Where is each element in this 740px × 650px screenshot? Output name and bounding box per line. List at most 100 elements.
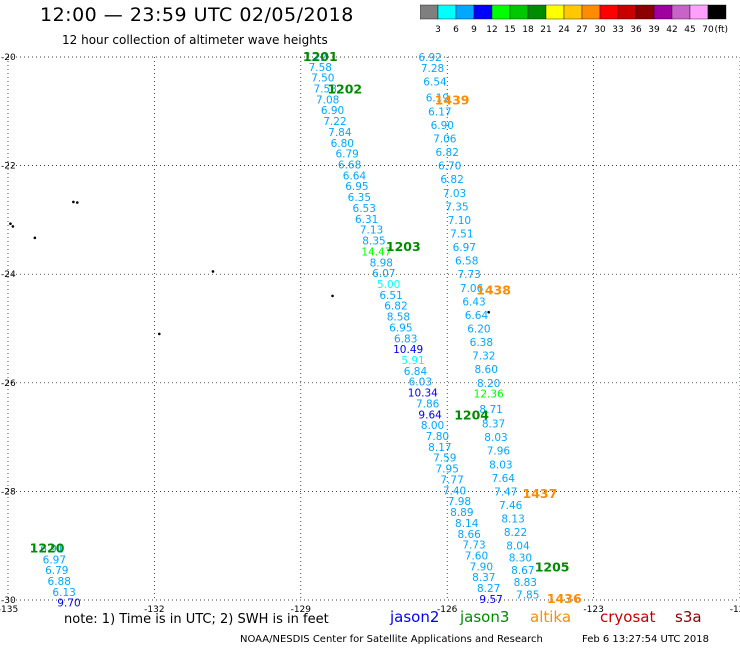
- swh-reading-altika: 7.85: [516, 590, 539, 602]
- swh-reading-jason3: 7.60: [465, 550, 488, 562]
- swh-reading-jason3: 6.83: [394, 333, 417, 345]
- legend-tick-label: 42: [666, 25, 677, 35]
- swh-reading-altika: 6.70: [438, 161, 461, 173]
- swh-reading-altika: 6.82: [436, 147, 459, 159]
- swh-reading-jason3: 7.13: [360, 225, 383, 237]
- swh-reading-altika: 7.10: [448, 215, 471, 227]
- swh-reading-jason3: 5.91: [401, 355, 424, 367]
- island-marker: [75, 201, 79, 204]
- legend-tick-label: 3: [435, 25, 441, 35]
- swh-reading-jason3: 7.59: [433, 453, 456, 465]
- swh-reading-altika: 8.83: [514, 577, 537, 589]
- swh-reading-altika: 7.32: [472, 351, 495, 363]
- legend-tick-label: 9: [471, 25, 477, 35]
- island-marker: [211, 270, 215, 273]
- pass-time-label: 1204: [454, 407, 489, 422]
- swh-reading-jason3: 7.73: [462, 540, 485, 552]
- swh-reading-jason3: 8.27: [477, 583, 500, 595]
- swh-reading-jason3: 8.98: [370, 257, 393, 269]
- swh-reading-altika: 8.60: [475, 364, 498, 376]
- longitude-tick-label: -120: [730, 605, 740, 612]
- swh-reading-altika: 7.06: [433, 133, 457, 145]
- swh-reading-cryosat: 6.88: [48, 576, 71, 588]
- swh-reading-altika: 8.67: [511, 565, 534, 577]
- swh-reading-jason3: 6.07: [372, 268, 395, 280]
- swh-reading-jason3: 6.84: [404, 366, 428, 378]
- swh-reading-jason3: 7.90: [470, 561, 493, 573]
- legend-tick-label: 12: [486, 25, 497, 35]
- swh-reading-jason3: 6.03: [409, 377, 432, 389]
- swh-reading-altika: 8.71: [479, 404, 502, 416]
- island-marker: [9, 222, 12, 226]
- swh-reading-altika: 8.03: [489, 459, 512, 471]
- swh-reading-altika: 6.64: [465, 310, 489, 322]
- swh-reading-altika: 7.51: [450, 228, 473, 240]
- swh-reading-jason3: 9.64: [418, 409, 442, 421]
- longitude-tick-label: -132: [144, 605, 164, 612]
- swh-reading-jason3: 7.77: [440, 474, 463, 486]
- legend-tick-label: 27: [576, 25, 587, 35]
- swh-reading-jason3: 7.58: [314, 83, 337, 95]
- swh-reading-jason3: 7.22: [323, 116, 346, 128]
- swh-reading-jason3: 6.80: [331, 138, 354, 150]
- swh-reading-jason3: 8.00: [421, 420, 444, 432]
- swh-reading-cryosat: 6.97: [43, 554, 66, 566]
- legend-tick-label: 39: [648, 25, 660, 35]
- pass-time-label: 1202: [327, 82, 362, 97]
- swh-reading-jason3: 7.95: [436, 464, 459, 476]
- map-title: 12:00 — 23:59 UTC 02/05/2018: [40, 4, 354, 26]
- latitude-tick-label: -22: [1, 162, 16, 172]
- pass-time-label: 1437: [523, 486, 558, 501]
- swh-reading-cryosat: 6.91: [40, 543, 63, 555]
- satellite-label-altika: altika: [530, 608, 572, 626]
- swh-reading-jason3: 6.68: [338, 160, 361, 172]
- pass-time-label: 1220: [30, 540, 65, 555]
- island-marker: [11, 225, 15, 228]
- island-marker: [72, 200, 75, 204]
- swh-reading-jason3: 8.35: [362, 236, 385, 248]
- pass-time-label: 1436: [547, 591, 582, 606]
- swh-reading-altika: 6.58: [455, 256, 478, 268]
- latitude-tick-label: -30: [1, 596, 16, 606]
- swh-reading-altika: 8.20: [477, 378, 500, 390]
- island-marker: [157, 332, 161, 336]
- swh-reading-jason3: 10.49: [393, 344, 423, 356]
- swh-reading-altika: 6.38: [470, 337, 493, 349]
- swh-reading-jason3: 7.80: [426, 431, 449, 443]
- swh-reading-cryosat: 9.70: [57, 598, 80, 610]
- satellite-label-jason3: jason3: [460, 608, 510, 626]
- legend-tick-label: 24: [558, 25, 570, 35]
- swh-reading-altika: 6.97: [453, 242, 476, 254]
- swh-reading-altika: 6.19: [426, 93, 449, 105]
- satellite-label-cryosat: cryosat: [600, 608, 656, 626]
- legend-tick-label: 18: [522, 25, 534, 35]
- swh-reading-jason3: 6.64: [343, 170, 367, 182]
- swh-reading-jason3: 6.90: [321, 105, 344, 117]
- swh-reading-jason3: 7.08: [316, 94, 339, 106]
- swh-reading-altika: 8.13: [501, 514, 524, 526]
- swh-reading-jason3: 8.58: [387, 312, 410, 324]
- swh-reading-jason3: 6.31: [355, 214, 378, 226]
- legend-tick-label: 30: [594, 25, 606, 35]
- swh-reading-altika: 6.82: [440, 174, 463, 186]
- swh-reading-jason3: 7.58: [309, 62, 332, 74]
- pass-time-label: 1201: [303, 49, 338, 64]
- swh-reading-jason3: 6.51: [379, 290, 402, 302]
- latitude-tick-label: -26: [1, 379, 16, 389]
- swh-reading-altika: 7.46: [499, 500, 523, 512]
- swh-reading-cryosat: 6.79: [45, 565, 68, 577]
- swh-reading-altika: 8.03: [484, 432, 507, 444]
- swh-reading-jason3: 7.84: [328, 127, 352, 139]
- swh-reading-altika: 7.03: [443, 188, 466, 200]
- swh-reading-altika: 7.06: [460, 283, 484, 295]
- swh-reading-jason3: 6.79: [335, 149, 358, 161]
- swh-reading-altika: 7.73: [457, 269, 480, 281]
- swh-reading-altika: 6.92: [418, 52, 441, 64]
- swh-reading-jason3: 8.14: [455, 518, 479, 530]
- legend-tick-label: 6: [453, 25, 459, 35]
- swh-reading-jason3: 6.35: [348, 192, 371, 204]
- legend-unit: (ft): [714, 25, 728, 35]
- swh-reading-altika: 7.28: [421, 63, 444, 75]
- swh-reading-jason3: 6.53: [353, 203, 376, 215]
- map-plot: -135 -132 -129 -126 -123 -120 -20 -22 -24 -26 -28 -…: [0, 49, 740, 612]
